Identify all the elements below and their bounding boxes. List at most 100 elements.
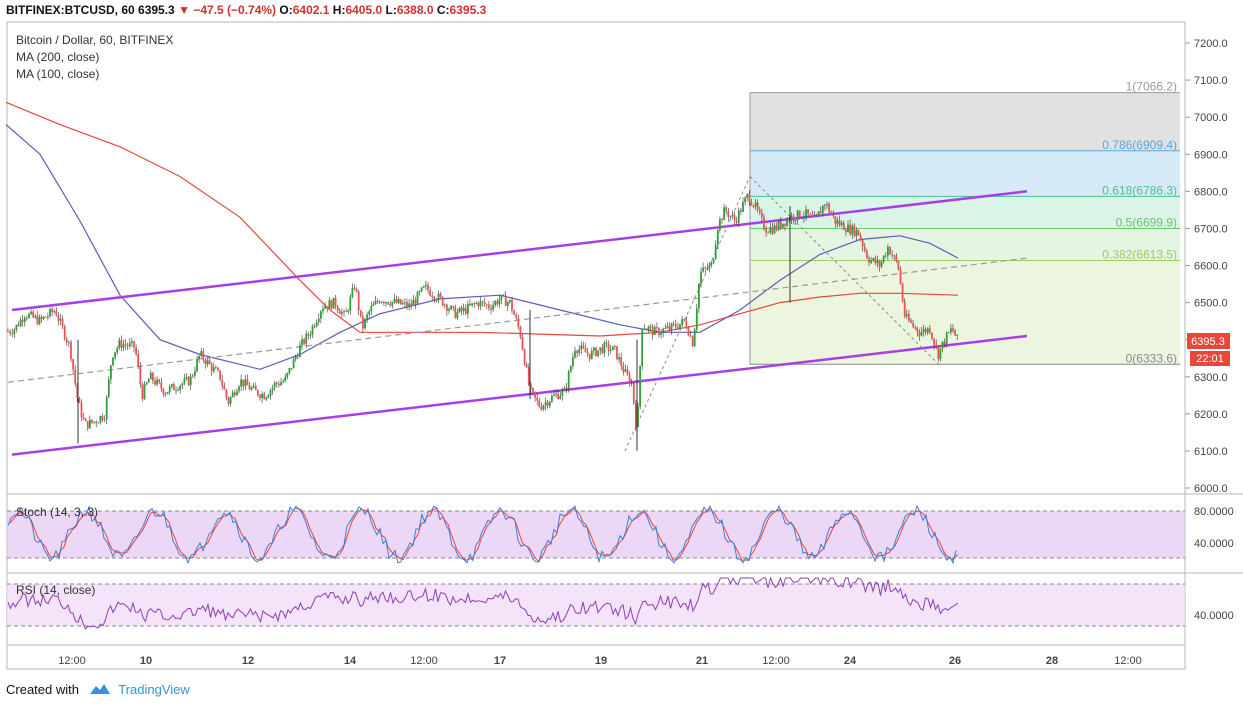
candle-body [597, 350, 599, 356]
candle-body [341, 312, 343, 314]
candle-body [401, 303, 404, 305]
countdown-text: 22:01 [1196, 353, 1224, 365]
candle-body [357, 291, 360, 311]
candle-body [943, 341, 946, 345]
created-with-label: Created with [6, 682, 79, 697]
candle-body [884, 255, 887, 257]
rsi-line[interactable] [7, 576, 959, 630]
candle-body [95, 421, 98, 424]
tradingview-link[interactable]: TradingView [118, 682, 190, 697]
candle-body [433, 296, 436, 300]
stoch-legend[interactable]: Stoch (14, 3, 3) [16, 505, 99, 519]
candle-body [166, 392, 169, 394]
candle-body [798, 210, 801, 219]
moving-averages[interactable] [5, 101, 959, 370]
candle-body [393, 298, 396, 302]
candle-body [756, 202, 759, 210]
candle-body [506, 302, 509, 307]
candle-body [326, 306, 329, 309]
candle-body [593, 347, 595, 351]
candle-body [164, 393, 167, 395]
candle-body [599, 347, 602, 351]
candle-body [870, 259, 872, 263]
candle-body [509, 299, 511, 303]
candle-body [525, 364, 528, 368]
candle-body [674, 323, 677, 328]
candle-body [891, 254, 893, 256]
ma100-legend[interactable]: MA (100, close) [16, 67, 100, 81]
candle-body [576, 350, 578, 354]
candle-body [418, 291, 421, 293]
candle-body [23, 317, 26, 322]
candle-body [252, 385, 255, 388]
fib-level-label: 0.786(6909.4) [1102, 138, 1177, 152]
candle-body [859, 235, 862, 241]
candle-body [555, 393, 557, 395]
candle-body [78, 398, 81, 404]
channel-lower-line[interactable] [11, 334, 1028, 456]
candle-body [834, 216, 837, 224]
candle-body [887, 246, 889, 256]
tradingview-logo-icon[interactable] [89, 683, 111, 698]
candle-body [668, 326, 671, 330]
candle-body [368, 311, 371, 315]
ma100-line[interactable] [5, 124, 959, 370]
candle-body [947, 332, 950, 333]
candle-body [38, 316, 41, 325]
candle-body [296, 356, 299, 358]
candle-body [637, 406, 639, 427]
stoch-k-line[interactable] [7, 504, 957, 565]
candle-body [280, 382, 282, 386]
time-axis-label: 26 [949, 655, 961, 667]
time-axis[interactable]: 12:00 10 12 14 12:00 17 19 21 12:00 24 26 28 12:00 [58, 655, 1142, 667]
swing-line-up[interactable] [624, 176, 751, 452]
candle-body [452, 305, 455, 308]
candle-body [901, 283, 904, 301]
candle-body [387, 302, 389, 305]
candle-body [431, 295, 434, 297]
candle-body [422, 286, 425, 288]
price-series[interactable] [7, 189, 959, 451]
candle-body [93, 421, 95, 423]
candle-body [19, 319, 22, 327]
candle-body [653, 327, 656, 336]
candle-body [112, 357, 114, 366]
symbol-name[interactable]: BITFINEX:BTCUSD, 60 [6, 3, 135, 17]
candle-body [855, 229, 858, 236]
candle-body [149, 372, 152, 380]
fibonacci-retracement[interactable]: 1(7066.2) 0.786(6909.4) 0.618(6786.3) 0.5(6… [749, 80, 1180, 366]
countdown-badge [1190, 351, 1230, 366]
rsi-pane[interactable]: 40.0000 [7, 576, 1234, 630]
candle-body [284, 377, 287, 382]
candle-body [866, 250, 868, 259]
candle-body [395, 298, 398, 303]
stoch-pane[interactable]: 80.0000 40.0000 [7, 504, 1234, 565]
channel-upper-line[interactable] [11, 190, 1028, 312]
ma200-legend[interactable]: MA (200, close) [16, 50, 100, 64]
candle-body [632, 383, 635, 403]
candle-body [649, 326, 652, 328]
candle-body [698, 283, 700, 309]
candle-body [464, 307, 467, 314]
candle-body [748, 194, 751, 203]
price-axis-label: 6200.0 [1194, 409, 1228, 421]
candle-body [641, 329, 644, 367]
candle-body [269, 390, 272, 396]
rsi-legend[interactable]: RSI (14, close) [16, 583, 96, 597]
ma200-line[interactable] [5, 101, 959, 337]
candle-body [97, 422, 100, 424]
swing-line-down[interactable] [749, 176, 941, 366]
candle-body [376, 300, 379, 302]
price-axis[interactable]: 7200.0 7100.0 7000.0 6900.0 6800.0 6700.0 6600… [1185, 38, 1228, 495]
candle-body [897, 260, 900, 270]
candle-body [349, 297, 352, 311]
candle-body [868, 258, 870, 263]
candle-body [246, 379, 249, 386]
candle-body [567, 371, 570, 389]
candle-body [42, 316, 45, 319]
candle-body [250, 387, 253, 390]
candle-body [139, 366, 142, 385]
candle-body [586, 352, 589, 354]
candle-body [416, 291, 419, 304]
